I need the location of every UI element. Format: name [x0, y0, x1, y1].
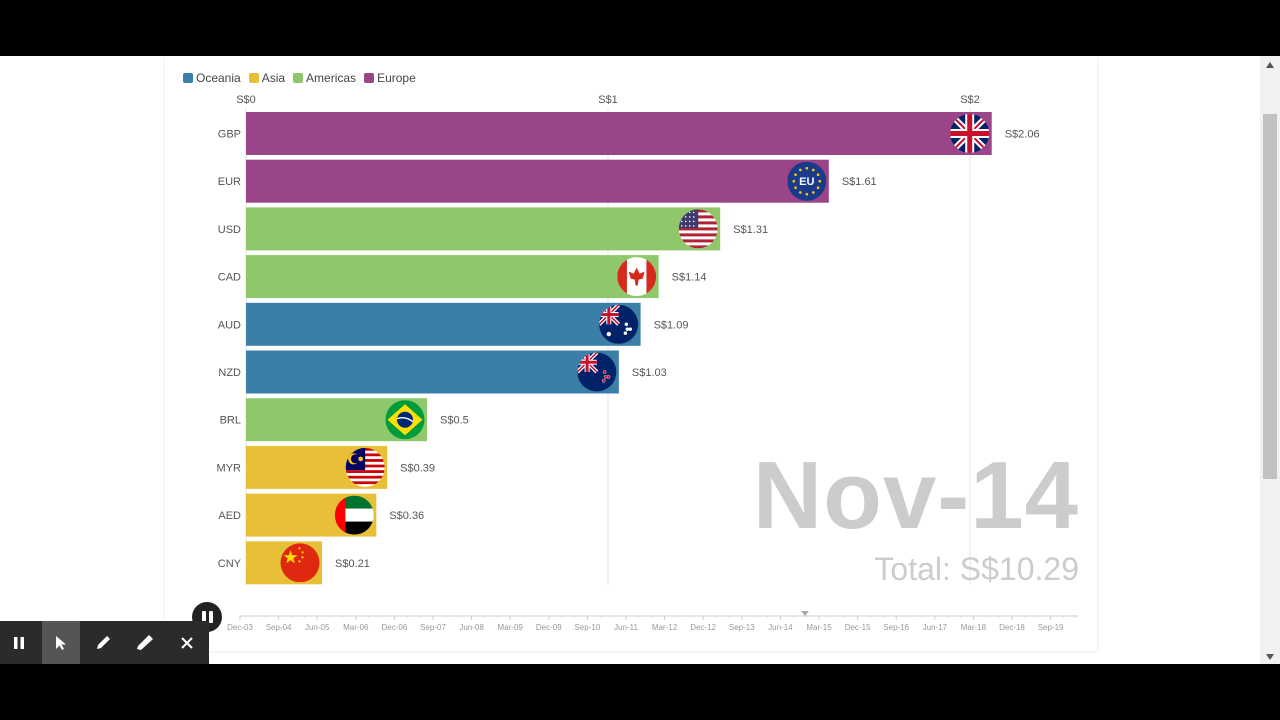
value-label: S$1.31 — [733, 224, 768, 236]
x-tick-label: S$2 — [960, 94, 980, 106]
x-tick-label: S$0 — [236, 94, 256, 106]
legend-swatch — [248, 73, 259, 83]
malaysia-flag-icon — [345, 447, 385, 487]
legend-item-oceania[interactable]: Oceania — [183, 71, 241, 85]
value-label: S$0.36 — [389, 510, 424, 522]
timeline-label: Jun-08 — [459, 623, 484, 632]
value-label: S$1.09 — [654, 319, 689, 331]
scroll-thumb[interactable] — [1263, 114, 1277, 479]
annotation-toolbar — [0, 621, 209, 664]
close-tool-button[interactable] — [168, 621, 206, 664]
timeline-label: Jun-05 — [305, 623, 330, 632]
pen-tool-button[interactable] — [84, 621, 122, 664]
category-label: GBP — [218, 129, 241, 141]
pause-icon — [201, 611, 206, 623]
page: Oceania Asia Americas Europe S$0 S$1 S$2 GBP S$… — [0, 56, 1280, 664]
timeline-label: Sep-13 — [729, 623, 755, 632]
legend-item-europe[interactable]: Europe — [364, 71, 416, 85]
category-label: BRL — [220, 415, 241, 427]
value-label: S$1.14 — [672, 272, 707, 284]
bar-gbp — [246, 112, 992, 155]
timeline-label: Sep-04 — [266, 623, 292, 632]
timeline-label: Sep-16 — [883, 623, 909, 632]
value-label: S$1.03 — [632, 367, 667, 379]
legend-swatch — [183, 73, 193, 83]
highlighter-icon — [137, 634, 153, 650]
category-label: MYR — [217, 462, 242, 474]
value-label: S$0.39 — [400, 462, 435, 474]
pause-icon — [14, 636, 24, 649]
timeline-label: Dec-18 — [999, 623, 1025, 632]
pointer-tool-button[interactable] — [42, 621, 80, 664]
x-tick-label: S$1 — [598, 94, 618, 106]
legend-item-americas[interactable]: Americas — [293, 71, 356, 85]
timeline-label: Mar-12 — [652, 623, 678, 632]
pause-tool-button[interactable] — [0, 621, 38, 664]
value-label: S$0.5 — [440, 415, 469, 427]
pointer-icon — [56, 635, 66, 650]
bar-chart: S$0 S$1 S$2 GBP S$2.06 EUR EU S$1.61 USD S$1.31 CA… — [217, 94, 1078, 632]
legend-swatch — [293, 73, 304, 83]
new-zealand-flag-icon — [577, 352, 617, 392]
timeline-label: Sep-07 — [420, 623, 446, 632]
timeline-label: Mar-09 — [498, 623, 524, 632]
timeline-label: Dec-12 — [690, 623, 716, 632]
timeline-label: Dec-15 — [845, 623, 871, 632]
timeline-label: Sep-19 — [1038, 623, 1064, 632]
canada-flag-icon — [617, 257, 657, 297]
bar-cad — [246, 255, 659, 299]
category-label: AED — [218, 510, 241, 522]
timeline-position-marker[interactable] — [801, 611, 809, 616]
uae-flag-icon — [334, 495, 374, 535]
highlighter-tool-button[interactable] — [126, 621, 164, 664]
timeline-label: Mar-15 — [806, 623, 832, 632]
china-flag-icon — [280, 543, 320, 583]
uk-flag-icon — [950, 114, 990, 153]
timeline-label: Dec-03 — [227, 623, 253, 632]
category-label: CAD — [218, 272, 241, 284]
category-label: USD — [218, 224, 241, 236]
value-label: S$1.61 — [842, 176, 877, 188]
total-label: Total: S$10.29 — [874, 551, 1079, 587]
timeline-label: Jun-17 — [923, 623, 948, 632]
category-label: AUD — [218, 319, 241, 331]
legend-label: Oceania — [196, 71, 241, 85]
bar-eur — [246, 159, 829, 203]
legend-label: Asia — [261, 71, 286, 85]
legend-label: Americas — [306, 71, 357, 85]
scroll-down-icon[interactable] — [1266, 654, 1274, 660]
timeline-label: Mar-06 — [343, 623, 369, 632]
timeline-label: Jun-14 — [768, 623, 793, 632]
vertical-scrollbar[interactable] — [1260, 56, 1280, 664]
bar-nzd — [246, 350, 619, 394]
close-icon — [181, 636, 193, 649]
australia-flag-icon — [599, 304, 639, 344]
timeline-label: Dec-09 — [536, 623, 562, 632]
legend-item-asia[interactable]: Asia — [248, 71, 286, 85]
legend: Oceania Asia Americas Europe — [183, 71, 416, 85]
timeline-label: Jun-11 — [614, 623, 638, 632]
timeline-label: Sep-10 — [575, 623, 601, 632]
legend-label: Europe — [377, 71, 416, 85]
chart-card: Oceania Asia Americas Europe S$0 S$1 S$2 GBP S$… — [165, 56, 1097, 651]
category-label: CNY — [218, 558, 242, 570]
timeline-label: Dec-06 — [382, 623, 408, 632]
category-label: NZD — [218, 367, 241, 379]
pen-icon — [97, 635, 110, 649]
current-date-label: Nov-14 — [752, 442, 1079, 549]
timeline-label: Mar-18 — [961, 623, 987, 632]
value-label: S$0.21 — [335, 558, 370, 570]
eu-flag-icon: EU — [787, 161, 827, 201]
value-label: S$2.06 — [1005, 129, 1040, 141]
scroll-up-icon[interactable] — [1266, 62, 1274, 68]
category-label: EUR — [218, 176, 241, 188]
bar-usd — [246, 207, 721, 251]
svg-text:EU: EU — [799, 176, 814, 188]
brazil-flag-icon — [385, 400, 425, 440]
us-flag-icon — [678, 209, 718, 249]
bar-aud — [246, 302, 641, 346]
legend-swatch — [364, 73, 375, 83]
